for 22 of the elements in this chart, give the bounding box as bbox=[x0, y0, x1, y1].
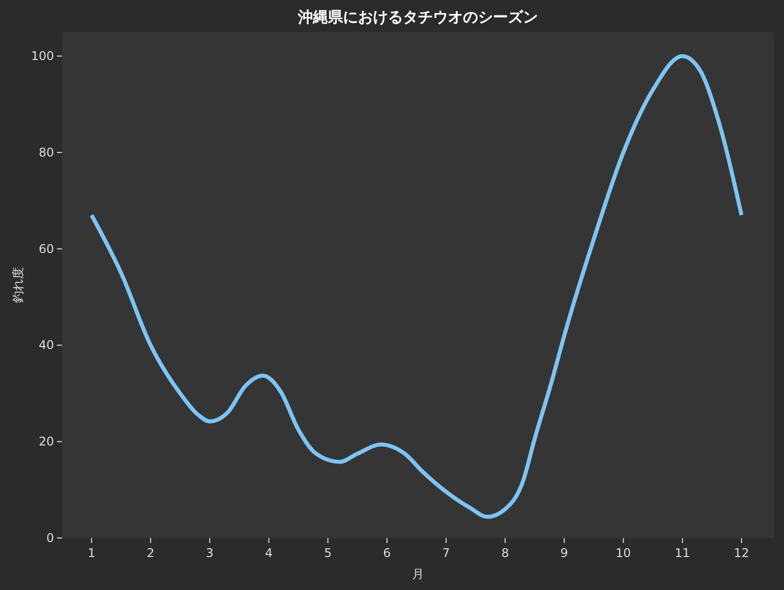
y-tick-label: 40 bbox=[38, 338, 54, 352]
x-tick-label: 6 bbox=[383, 546, 391, 560]
x-tick-label: 8 bbox=[501, 546, 509, 560]
x-tick-label: 10 bbox=[616, 546, 631, 560]
x-tick-label: 2 bbox=[146, 546, 154, 560]
x-tick-label: 9 bbox=[560, 546, 568, 560]
y-tick-label: 60 bbox=[38, 242, 54, 256]
y-tick-label: 100 bbox=[31, 49, 54, 64]
x-tick-label: 3 bbox=[206, 546, 214, 560]
chart-title: 沖縄県におけるタチウオのシーズン bbox=[297, 8, 538, 26]
x-axis-title: 月 bbox=[412, 567, 424, 581]
x-tick-label: 5 bbox=[324, 546, 332, 560]
line-series bbox=[90, 54, 744, 519]
y-tick-label: 80 bbox=[38, 145, 54, 160]
x-tick-label: 11 bbox=[674, 546, 690, 560]
x-tick-label: 12 bbox=[734, 546, 750, 560]
x-tick-label: 7 bbox=[442, 546, 450, 560]
y-tick-label: 0 bbox=[46, 531, 54, 545]
x-tick-label: 4 bbox=[264, 546, 273, 560]
y-axis-title: 釣れ度 bbox=[11, 267, 25, 303]
x-tick-label: 1 bbox=[88, 546, 96, 560]
y-tick-label: 20 bbox=[38, 434, 54, 449]
